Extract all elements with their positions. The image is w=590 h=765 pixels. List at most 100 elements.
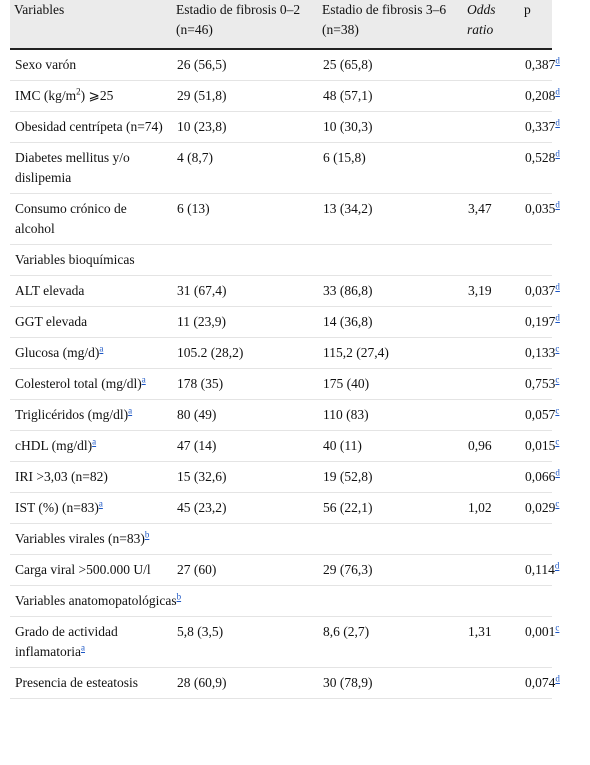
footnote-ref: d [555, 149, 560, 159]
data-row: cHDL (mg/dl)a 47 (14) 40 (11) 0,96 0,015c [10, 430, 559, 462]
table-cell: 0,197d [520, 306, 560, 338]
footnote-ref: d [555, 282, 560, 292]
footnote-link[interactable]: a [141, 374, 146, 385]
table-cell: 0,001c [520, 616, 559, 668]
footnote-link[interactable]: a [128, 405, 133, 416]
table-cell: 0,133c [520, 337, 559, 369]
cell-text: 31 (67,4) [177, 283, 227, 298]
footnote-ref: c [555, 623, 559, 633]
footnote-ref: a [92, 437, 96, 447]
footnote-link[interactable]: b [144, 529, 150, 540]
footnote-link[interactable]: a [92, 436, 97, 447]
cell-text: 5,8 (3,5) [177, 624, 224, 639]
table-cell: 10 (23,8) [172, 111, 318, 143]
table-cell: 6 (15,8) [318, 142, 463, 194]
footnote-ref: a [142, 375, 146, 385]
footnote-link[interactable]: d [555, 312, 560, 323]
cell-text: Glucosa (mg/d) [15, 345, 100, 360]
cell-text: 0,114 [525, 562, 555, 577]
section-row: Variables anatomopatológicasb [10, 585, 552, 617]
cell-text: 33 (86,8) [323, 283, 373, 298]
table-cell: GGT elevada [10, 306, 172, 338]
footnote-link[interactable]: c [555, 374, 560, 385]
table-cell [463, 80, 520, 112]
table-cell: 3,47 [463, 193, 520, 245]
table-cell: 115,2 (27,4) [318, 337, 463, 369]
cell-text: 29 (76,3) [323, 562, 373, 577]
footnote-link[interactable]: c [555, 405, 560, 416]
section-title: Variables anatomopatológicas [15, 593, 177, 608]
footnote-ref: c [555, 437, 559, 447]
table-cell [463, 49, 520, 81]
cell-text: Diabetes mellitus y/o dislipemia [15, 150, 130, 185]
table-cell: 19 (52,8) [318, 461, 463, 493]
cell-text: 26 (56,5) [177, 57, 227, 72]
cell-text: 3,19 [468, 283, 492, 298]
table-cell: 29 (76,3) [318, 554, 463, 586]
header-cell: p [520, 0, 552, 50]
data-row: IRI >3,03 (n=82) 15 (32,6) 19 (52,8) 0,066d [10, 461, 560, 493]
cell-text: 15 (32,6) [177, 469, 227, 484]
data-row: Diabetes mellitus y/o dislipemia 4 (8,7) 6… [10, 142, 560, 194]
footnote-ref: a [128, 406, 132, 416]
table-cell: IST (%) (n=83)a [10, 492, 172, 524]
footnote-link[interactable]: a [99, 343, 104, 354]
table-cell: 13 (34,2) [318, 193, 463, 245]
table-cell: 105.2 (28,2) [172, 337, 318, 369]
table-cell: 0,528d [520, 142, 560, 194]
cell-text: 0,035 [525, 201, 556, 216]
cell-text: 45 (23,2) [177, 500, 227, 515]
footnote-link[interactable]: d [555, 55, 560, 66]
cell-text: ALT elevada [15, 283, 85, 298]
data-table: Variables Estadio de fibrosis 0–2 (n=46) E… [10, 0, 560, 699]
table-cell: 26 (56,5) [172, 49, 318, 81]
cell-text: 40 (11) [323, 438, 362, 453]
table-cell: IRI >3,03 (n=82) [10, 461, 172, 493]
table-cell: 29 (51,8) [172, 80, 318, 112]
footnote-ref: c [555, 406, 559, 416]
cell-text: 0,337 [525, 119, 556, 134]
data-row: Colesterol total (mg/dl)a 178 (35) 175 (40… [10, 368, 559, 400]
table-cell: 4 (8,7) [172, 142, 318, 194]
table-cell: 11 (23,9) [172, 306, 318, 338]
footnote-link[interactable]: d [555, 281, 560, 292]
footnote-link[interactable]: a [98, 498, 103, 509]
table-cell: Carga viral >500.000 U/l [10, 554, 172, 586]
cell-text: 6 (13) [177, 201, 210, 216]
cell-text: 0,528 [525, 150, 556, 165]
footnote-link[interactable]: c [555, 622, 560, 633]
table-cell: 175 (40) [318, 368, 463, 400]
footnote-ref: d [555, 200, 560, 210]
table-cell: 10 (30,3) [318, 111, 463, 143]
cell-text: 0,208 [525, 88, 556, 103]
cell-text: Consumo crónico de alcohol [15, 201, 127, 236]
footnote-link[interactable]: b [176, 591, 182, 602]
cell-text: 0,074 [525, 675, 556, 690]
footnote-link[interactable]: c [555, 436, 560, 447]
cell-text: IMC (kg/m [15, 88, 77, 103]
footnote-link[interactable]: d [555, 86, 560, 97]
footnote-link[interactable]: c [555, 498, 560, 509]
cell-text: 0,387 [525, 57, 556, 72]
footnote-link[interactable]: c [555, 343, 560, 354]
table-cell: 0,035d [520, 193, 560, 245]
footnote-link[interactable]: d [555, 148, 560, 159]
footnote-link[interactable]: a [80, 642, 85, 653]
table-cell: 31 (67,4) [172, 275, 318, 307]
footnote-link[interactable]: d [554, 560, 560, 571]
footnote-link[interactable]: d [555, 199, 560, 210]
data-row: Obesidad centrípeta (n=74) 10 (23,8) 10 (3… [10, 111, 560, 143]
cell-text: 178 (35) [177, 376, 224, 391]
data-row: Glucosa (mg/d)a 105.2 (28,2) 115,2 (27,4) 0… [10, 337, 559, 369]
superscript: 2 [76, 87, 81, 97]
table-cell [463, 306, 520, 338]
footnote-ref: a [81, 643, 85, 653]
table-cell: 56 (22,1) [318, 492, 463, 524]
table-cell: IMC (kg/m2) ⩾25 [10, 80, 172, 112]
table-cell: 28 (60,9) [172, 667, 318, 699]
table-cell: 0,753c [520, 368, 559, 400]
footnote-link[interactable]: d [555, 673, 560, 684]
footnote-link[interactable]: d [555, 467, 560, 478]
footnote-link[interactable]: d [555, 117, 560, 128]
